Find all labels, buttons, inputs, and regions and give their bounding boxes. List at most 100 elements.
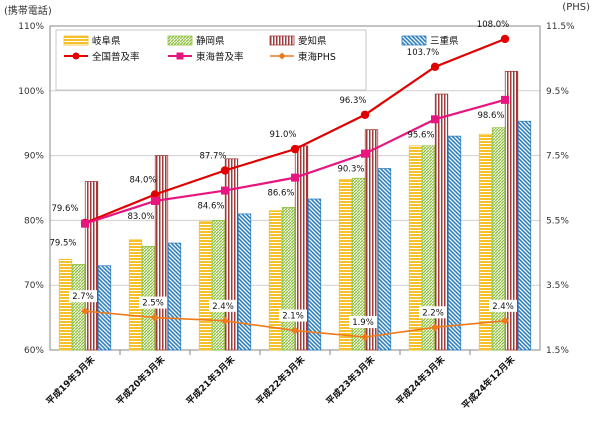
point-national [500,34,510,44]
point-tokai_phs [431,323,439,332]
point-tokai_phs [221,316,229,325]
legend-label-aichi: 愛知県 [298,35,327,47]
point-tokai [151,196,159,205]
bar-mie [237,213,252,351]
y-tick-label: 60% [24,346,44,356]
x-tick-label: 平成20年3月末 [114,353,168,407]
bar-aichi [504,70,519,351]
point-tokai_phs [361,333,369,342]
data-label-tokai: 95.6% [407,130,434,140]
data-labels: 79.6% 84.0% 87.7% 91.0% 96.3% 103.7% 108.0% 79.… [49,20,517,329]
bar-gifu [478,133,493,351]
data-label-tokai: 79.5% [49,239,76,249]
legend-label-national: 全国普及率 [92,51,140,63]
data-label-national: 91.0% [269,130,296,140]
data-label-phs: 2.7% [72,292,94,302]
point-national [290,144,300,154]
data-label-phs: 2.4% [212,302,234,312]
legend-marker-national [72,52,80,60]
y-tick-label: 70% [24,281,44,291]
bar-gifu [128,239,143,351]
bar-shizuoka [211,219,226,351]
point-national [220,166,230,175]
bar-mie [377,168,392,351]
legend-label-tokai: 東海普及率 [196,51,244,63]
bar-mie [167,242,182,351]
data-label-bg [349,316,377,329]
legend-box [55,29,367,91]
legend-marker-tokai [176,52,184,60]
y2-tick-label: 9.5% [546,87,569,97]
data-label-national: 108.0% [477,20,509,30]
point-tokai_phs [81,307,89,316]
legend-label-shizuoka: 静岡県 [196,35,225,47]
legend-swatch-aichi [269,35,295,46]
bar-series-group [58,70,532,351]
bar-gifu [198,221,213,351]
legend-marker-tokai_phs [278,52,286,60]
y2-tick-label: 3.5% [546,281,569,291]
data-label-phs: 2.2% [422,308,444,318]
data-label-national: 103.7% [407,48,439,58]
data-label-tokai: 98.6% [477,111,504,121]
bar-shizuoka [421,145,436,351]
bar-gifu [408,145,423,351]
data-label-phs: 2.1% [282,312,304,322]
x-tick-label: 平成23年3月末 [324,353,378,407]
data-label-bg [489,299,517,312]
y-tick-label: 100% [18,87,44,97]
data-label-national: 96.3% [339,96,366,106]
data-label-phs: 2.5% [142,299,164,309]
line-series-group [80,34,510,342]
y2-tick-label: 1.5% [546,346,569,356]
bar-shizuoka [71,264,86,351]
point-tokai [221,186,229,195]
point-tokai [81,219,89,228]
bar-mie [97,265,112,351]
data-label-national: 79.6% [51,204,78,214]
bar-gifu [338,179,353,351]
bar-mie [307,198,322,351]
point-tokai [501,95,509,104]
bar-shizuoka [351,177,366,351]
y-tick-label: 80% [24,216,44,226]
bar-mie [447,135,462,351]
data-label-tokai: 84.6% [197,202,224,212]
legend-label-mie: 三重県 [430,35,459,47]
data-label-national: 84.0% [129,175,156,185]
bar-aichi [154,155,169,351]
bar-aichi [84,181,99,351]
point-national [430,62,440,72]
bar-aichi [434,93,449,351]
point-tokai_phs [291,326,299,335]
x-tick-label: 平成22年3月末 [254,353,308,407]
data-label-bg [279,309,307,322]
x-tick-label: 平成24年12月末 [459,353,518,412]
legend-label-tokai_phs: 東海PHS [298,51,336,63]
legend-swatch-mie [401,35,427,46]
bar-gifu [268,210,283,351]
data-label-national: 87.7% [199,152,226,162]
data-label-tokai: 83.0% [127,212,154,222]
point-national [150,190,160,199]
data-label-phs: 2.4% [492,302,514,312]
data-label-bg [139,296,167,309]
data-label-bg [69,290,97,303]
x-tick-label: 平成19年3月末 [44,353,98,407]
y-tick-label: 90% [24,152,44,162]
data-label-tokai: 86.6% [267,189,294,199]
legend-label-gifu: 岐阜県 [92,35,121,47]
bar-aichi [364,129,379,351]
bar-shizuoka [491,127,506,351]
legend-swatch-gifu [63,35,89,46]
y-tick-label: 110% [18,22,44,32]
point-tokai_phs [501,316,509,325]
y2-tick-label: 5.5% [546,216,569,226]
data-label-bg [419,306,447,319]
y2-tick-label: 11.5% [546,22,575,32]
left-axis-unit-label: (携帯電話) [4,6,52,17]
data-label-bg [209,299,237,312]
point-tokai_phs [151,313,159,322]
